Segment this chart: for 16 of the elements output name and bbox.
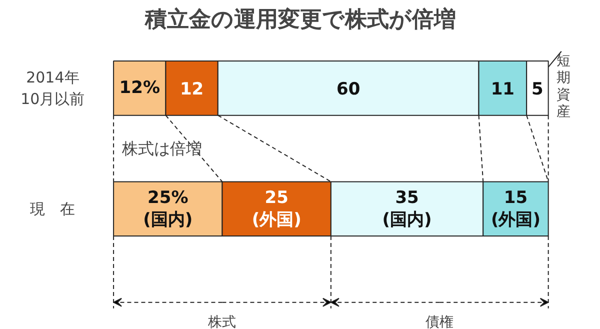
data-label: 25 (外国) — [252, 188, 302, 230]
chart-title: 積立金の運用変更で株式が倍増 — [144, 6, 456, 32]
annotation: 株式は倍増 — [121, 139, 202, 158]
y-tick-label: 2014年 10月以前 — [20, 68, 85, 108]
y-tick-label: 現 在 — [30, 200, 76, 218]
data-label: 5 — [532, 80, 544, 100]
text: 株式 — [207, 314, 236, 329]
text: 債権 — [426, 314, 454, 329]
data-label: 25% (国内) — [143, 188, 193, 230]
data-label: 12 — [180, 80, 204, 100]
data-label: 35 (国内) — [382, 188, 432, 230]
data-label: 15 (外国) — [490, 188, 540, 230]
data-label: 11 — [490, 80, 515, 100]
legend-label: 短期資産 — [556, 53, 570, 120]
data-label: 60 — [336, 80, 360, 100]
data-label: 12% — [119, 78, 160, 98]
